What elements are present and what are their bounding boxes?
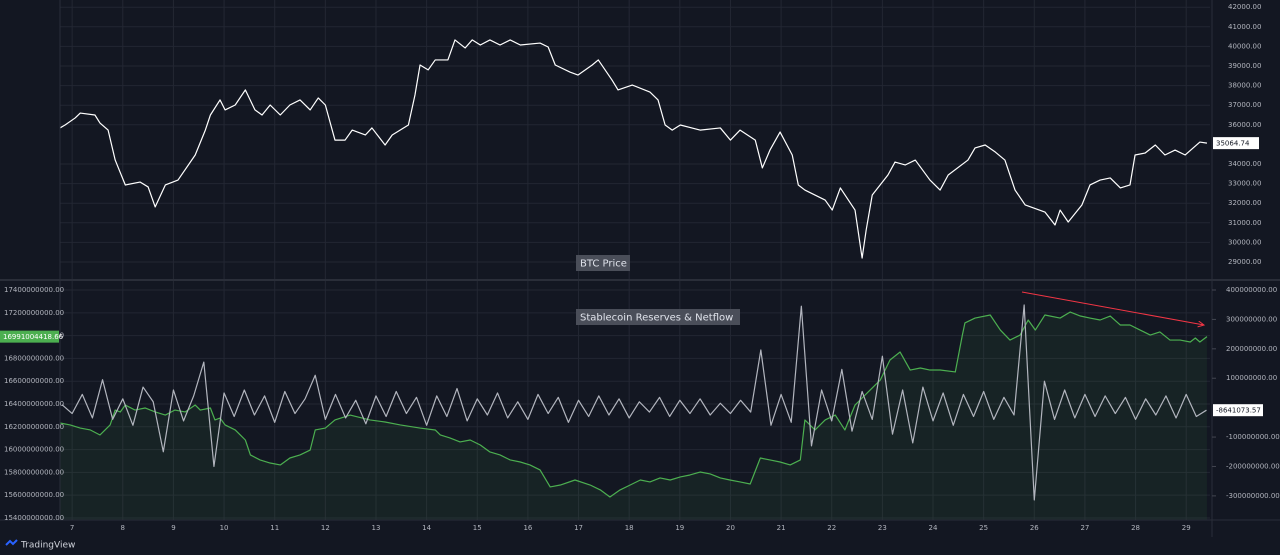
x-tick-label: 28 [1131,524,1140,532]
x-tick-label: 27 [1080,524,1089,532]
last-value-box [0,330,59,343]
y2-tick-label: 200000000.00 [1226,345,1277,353]
y-tick-label: 33000.00 [1228,180,1261,188]
line [59,39,1208,259]
x-tick-label: 25 [979,524,988,532]
line [61,304,1207,501]
y-tick-label: 15600000000.00 [4,491,64,499]
x-tick-label: 24 [929,524,938,532]
label-layer: 7 8 9 10 11 12 13 14 15 16 17 18 19 20 21 22 23 24 25 26 27 2… [0,3,1280,532]
x-tick-label: 9 [171,524,175,532]
y-tick-label: 16000000000.00 [4,446,64,454]
y-tick-label: 15800000000.00 [4,468,64,476]
x-tick-label: 11 [270,524,279,532]
area [60,312,1207,520]
x-tick-label: 15 [473,524,482,532]
y-tick-label: 16200000000.00 [4,423,64,431]
line [59,311,1208,498]
y-tick-label: 29000.00 [1228,258,1261,266]
y-tick-label: 41000.00 [1228,23,1261,31]
y-tick-label: 37000.00 [1228,101,1261,109]
y-tick-label: 32000.00 [1228,199,1261,207]
x-tick-label: 18 [625,524,634,532]
y-tick-label: 17400000000.00 [4,286,64,294]
x-tick-label: 13 [372,524,381,532]
grid-layer [60,0,1210,520]
y-tick-label: 42000.00 [1228,3,1261,11]
x-tick-label: 21 [777,524,786,532]
x-tick-label: 17 [574,524,583,532]
y2-tick-label: -100000000.00 [1226,433,1280,441]
last-value-label: -8641073.57 [1216,407,1261,415]
x-tick-label: 29 [1182,524,1191,532]
pane-title-box [576,309,740,325]
y-tick-label: 39000.00 [1228,62,1261,70]
last-value-label: 16991004418.66 [3,333,64,341]
y-tick-label: 15400000000.00 [4,514,64,522]
y-tick-label: 31000.00 [1228,219,1261,227]
trend-arrow [1021,291,1204,325]
brand-name: TradingView [20,541,75,551]
x-tick-label: 8 [121,524,125,532]
y2-tick-label: -200000000.00 [1226,462,1280,470]
x-tick-label: 20 [726,524,735,532]
last-value-box [1213,137,1259,150]
x-tick-label: 22 [827,524,836,532]
y-tick-label: 38000.00 [1228,82,1261,90]
y-tick-label: 40000.00 [1228,42,1261,50]
x-tick-label: 16 [523,524,532,532]
y2-tick-label: 300000000.00 [1226,315,1277,323]
x-tick-label: 12 [321,524,330,532]
last-value-box [1213,404,1263,417]
y-tick-label: 16800000000.00 [4,354,64,362]
data-layer [59,39,1208,520]
y2-tick-label: 100000000.00 [1226,374,1277,382]
y-tick-label: 16600000000.00 [4,377,64,385]
x-tick-label: 7 [70,524,74,532]
last-value-label: 35064.74 [1216,140,1250,148]
y2-tick-label: -300000000.00 [1226,492,1280,500]
y-tick-label: 16400000000.00 [4,400,64,408]
pane-title: BTC Price [580,259,627,270]
y-tick-label: 17200000000.00 [4,309,64,317]
pane-title: Stablecoin Reserves & Netflow [580,313,733,324]
x-tick-label: 19 [675,524,684,532]
y-tick-label: 34000.00 [1228,160,1261,168]
y-tick-label: 36000.00 [1228,121,1261,129]
y-tick-label: 30000.00 [1228,238,1261,246]
x-tick-label: 10 [220,524,229,532]
brand-logo [5,539,18,546]
x-tick-label: 26 [1030,524,1039,532]
x-tick-label: 23 [878,524,887,532]
y2-tick-label: 400000000.00 [1226,286,1277,294]
x-tick-label: 14 [422,524,431,532]
pane-title-box [576,255,630,271]
